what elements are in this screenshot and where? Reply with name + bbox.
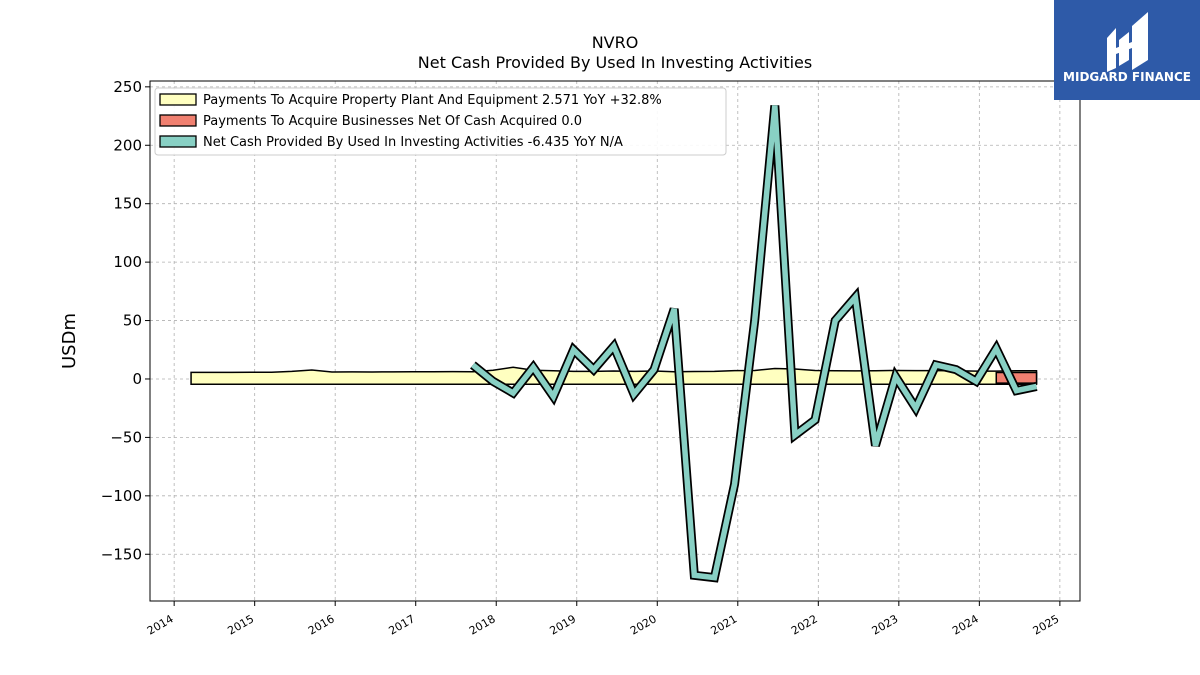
y-tick-label: 50: [123, 312, 142, 330]
legend-label-net-cash: Net Cash Provided By Used In Investing A…: [203, 135, 623, 150]
legend-swatch-businesses: [159, 114, 197, 127]
series-layer: [190, 105, 1038, 583]
chart-subtitle: Net Cash Provided By Used In Investing A…: [418, 53, 812, 72]
legend-box: [154, 87, 727, 156]
y-tick-label: 150: [113, 195, 142, 213]
plot-frame: [149, 80, 1081, 602]
legend: Payments To Acquire Property Plant And E…: [154, 87, 727, 156]
midgard-finance-logo: MIDGARD FINANCE: [1054, 0, 1200, 100]
y-tick-label: −150: [101, 545, 142, 563]
logo-mark-icon: [1107, 12, 1148, 72]
logo-text: MIDGARD FINANCE: [1063, 70, 1191, 84]
legend-swatch-ppe: [159, 93, 197, 106]
chart-title: NVRO: [592, 33, 639, 52]
legend-label-businesses: Payments To Acquire Businesses Net Of Ca…: [203, 114, 582, 129]
y-tick-label: 100: [113, 253, 142, 271]
y-tick-label: 250: [113, 78, 142, 96]
y-tick-label: −50: [110, 428, 142, 446]
y-tick-label: 200: [113, 136, 142, 154]
y-tick-label: 0: [132, 370, 142, 388]
legend-swatch-net-cash: [159, 135, 197, 148]
y-axis-label: USDm: [59, 313, 80, 369]
legend-label-ppe: Payments To Acquire Property Plant And E…: [203, 93, 662, 108]
grid-lines: [150, 81, 1080, 601]
y-tick-label: −100: [101, 487, 142, 505]
